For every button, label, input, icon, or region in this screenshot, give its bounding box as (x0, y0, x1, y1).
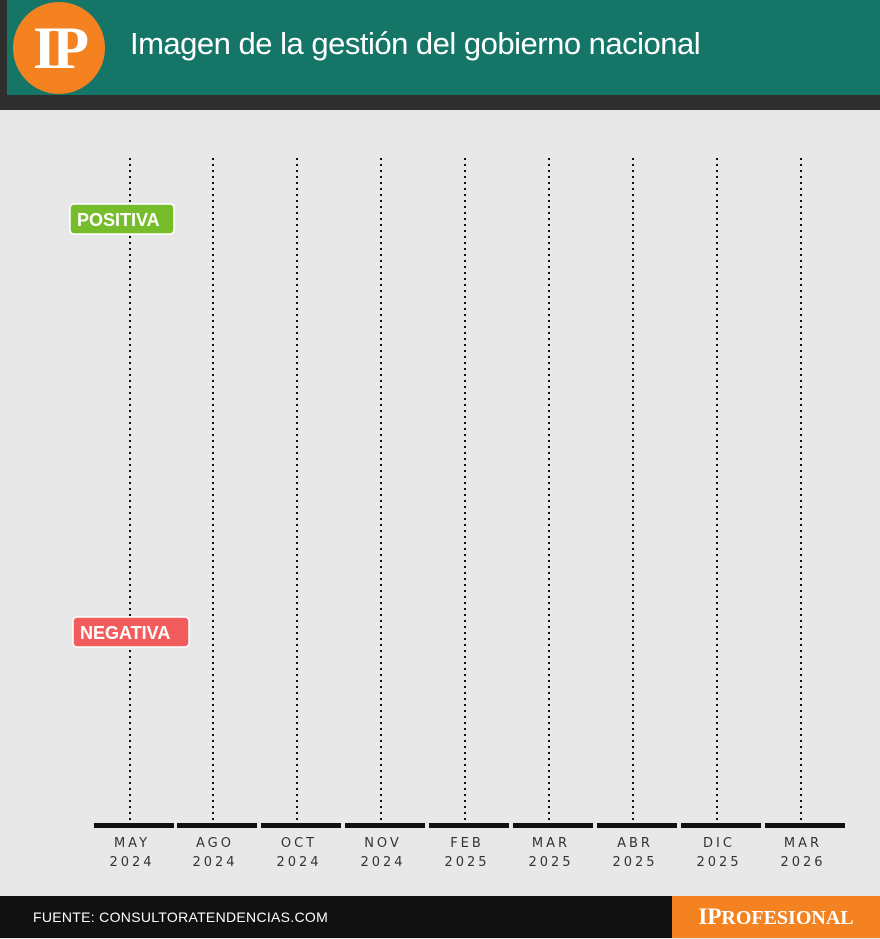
ip-logo: IP (13, 2, 105, 94)
axis-segment-8 (765, 823, 845, 828)
axis-segment-1 (177, 823, 257, 828)
header-shadow (0, 95, 880, 110)
axis-segment-7 (681, 823, 761, 828)
tick-label-year-0: 2024 (109, 855, 154, 870)
tick-label-month-3: NOV (364, 836, 402, 851)
tick-label-month-6: ABR (617, 836, 653, 851)
legend-tag-negativa (72, 616, 190, 648)
tick-label-year-4: 2025 (444, 855, 489, 870)
tick-label-month-2: OCT (281, 836, 317, 851)
tick-label-month-8: MAR (784, 836, 822, 851)
tick-label-month-4: FEB (450, 836, 484, 851)
header-bar (0, 0, 880, 95)
tick-label-year-6: 2025 (612, 855, 657, 870)
tick-label-year-7: 2025 (696, 855, 741, 870)
axis-segment-2 (261, 823, 341, 828)
axis-segment-5 (513, 823, 593, 828)
tick-label-month-1: AGO (196, 836, 234, 851)
brand-rest: ROFESIONAL (721, 907, 854, 929)
axis-segment-4 (429, 823, 509, 828)
tick-label-month-0: MAY (114, 836, 150, 851)
axis-segment-6 (597, 823, 677, 828)
brand-initial: IP (698, 904, 722, 929)
line-chart: MAY 2024 AGO 2024 OCT 2024 NOV 2024 FEB 2025 MAR 20… (69, 158, 845, 870)
axis-segment-3 (345, 823, 425, 828)
legend-tag-positiva (69, 203, 175, 235)
axis-segment-0 (94, 823, 174, 828)
tick-label-month-7: DIC (703, 836, 735, 851)
page-title: Imagen de la gestión del gobierno nacion… (130, 26, 701, 61)
tick-label-year-1: 2024 (192, 855, 237, 870)
tick-label-month-5: MAR (532, 836, 570, 851)
header-edge (0, 0, 7, 110)
iprofesional-brand: IPROFESIONAL (672, 896, 880, 938)
tick-label-year-2: 2024 (276, 855, 321, 870)
legend-label-positiva: POSITIVA (77, 210, 160, 230)
tick-label-year-3: 2024 (360, 855, 405, 870)
legend-label-negativa: NEGATIVA (80, 623, 170, 643)
tick-label-year-8: 2026 (780, 855, 825, 870)
source-text: FUENTE: CONSULTORATENDENCIAS.COM (33, 909, 329, 925)
tick-label-year-5: 2025 (528, 855, 573, 870)
